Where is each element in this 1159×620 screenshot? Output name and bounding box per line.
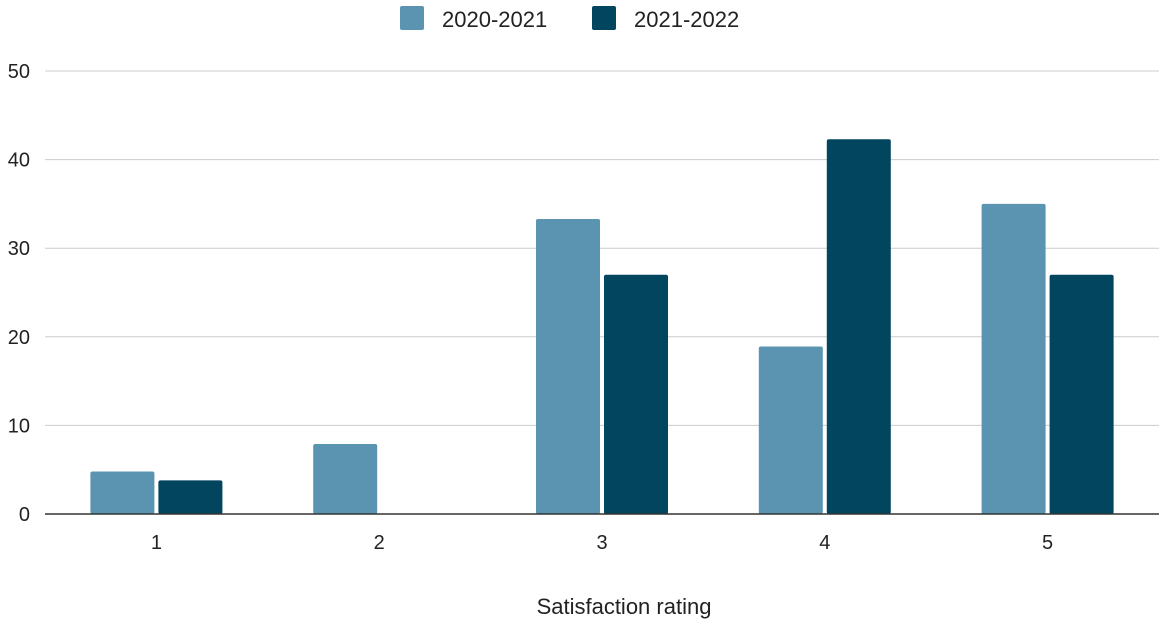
x-tick-label: 4: [819, 532, 830, 554]
x-tick-label: 3: [596, 532, 607, 554]
bar-2021-2022-1: [158, 480, 223, 514]
x-tick-label: 2: [374, 532, 385, 554]
bar-2020-2021-5: [981, 203, 1046, 514]
bar-2020-2021-4: [758, 346, 823, 514]
bars: [90, 139, 1114, 515]
bar-2021-2022-5: [1049, 274, 1114, 514]
y-tick-label: 20: [8, 327, 30, 349]
legend-label: 2021-2022: [634, 7, 739, 32]
y-tick-label: 0: [19, 504, 30, 526]
x-axis-ticks: 1 2 3 4 5: [151, 532, 1053, 554]
y-tick-label: 10: [8, 415, 30, 437]
grid-lines: [45, 70, 1159, 426]
bar-2020-2021-3: [536, 218, 600, 514]
legend-label: 2020-2021: [442, 7, 547, 32]
y-axis-ticks: 0 10 20 30 40 50: [8, 61, 30, 526]
legend-swatch: [592, 6, 616, 30]
x-tick-label: 5: [1042, 532, 1053, 554]
x-axis-title: Satisfaction rating: [537, 594, 712, 619]
y-tick-label: 30: [8, 238, 30, 260]
legend-swatch: [400, 6, 424, 30]
legend: 2020-2021 2021-2022: [400, 6, 739, 32]
bar-2021-2022-3: [604, 274, 668, 514]
bar-2020-2021-2: [313, 444, 378, 514]
y-tick-label: 50: [8, 61, 30, 83]
x-tick-label: 1: [151, 532, 162, 554]
y-tick-label: 40: [8, 150, 30, 172]
bar-2021-2022-4: [826, 139, 891, 515]
bar-2020-2021-1: [90, 471, 155, 514]
